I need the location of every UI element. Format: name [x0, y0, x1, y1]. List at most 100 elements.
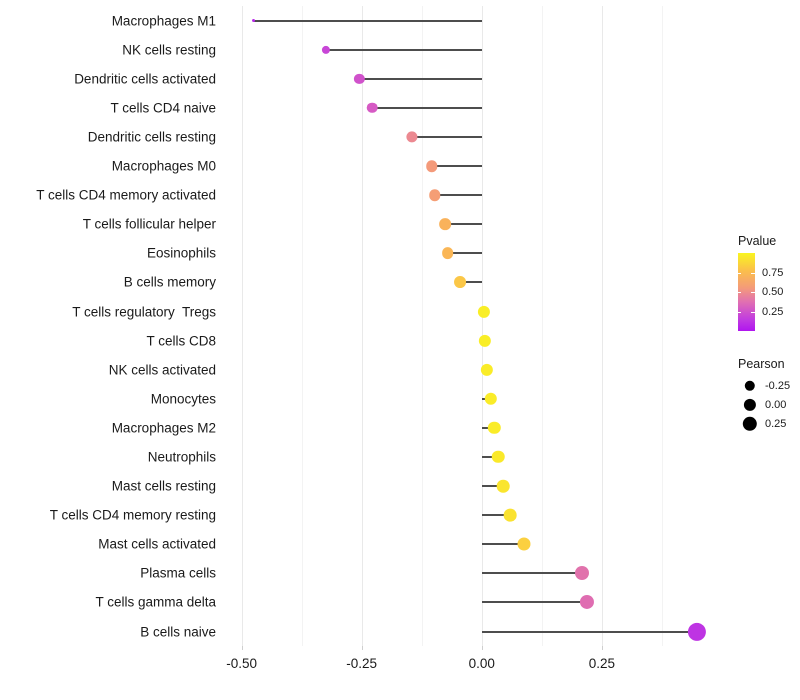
lollipop-stem	[481, 572, 582, 575]
y-axis-label: B cells memory	[123, 274, 216, 290]
y-axis-label: Macrophages M0	[111, 158, 216, 174]
lollipop-stem	[445, 223, 482, 226]
y-axis-label: Eosinophils	[146, 245, 216, 261]
lollipop-point	[687, 622, 707, 641]
lollipop-point	[484, 392, 497, 405]
size-legend: Pearson -0.25 0.00 0.25	[738, 357, 800, 433]
lollipop-stem	[481, 485, 504, 487]
y-axis-label: T cells gamma delta	[95, 594, 216, 610]
colorbar-tickmark	[751, 311, 755, 313]
x-axis-tickmark	[481, 646, 483, 650]
size-legend-dot	[744, 380, 756, 391]
lollipop-point	[517, 537, 531, 551]
lollipop-point	[477, 305, 490, 318]
size-legend-row: -0.25	[738, 376, 800, 395]
lollipop-stem	[481, 543, 525, 546]
lollipop-point	[428, 189, 441, 201]
color-legend: Pvalue 0.75 0.50 0.25	[738, 234, 800, 331]
lollipop-stem	[359, 77, 482, 80]
x-axis-tick-label: -0.25	[346, 656, 378, 671]
y-axis-label: T cells follicular helper	[82, 216, 216, 232]
gridline-major	[361, 6, 363, 646]
y-axis-label: Monocytes	[150, 391, 216, 407]
y-axis-label: T cells CD4 memory resting	[49, 507, 216, 523]
lollipop-point	[453, 276, 466, 289]
y-axis-label: Dendritic cells activated	[74, 71, 216, 87]
lollipop-stem	[459, 281, 482, 284]
lollipop-point	[367, 102, 378, 114]
lollipop-point	[406, 131, 418, 143]
y-axis-label: Mast cells resting	[111, 478, 216, 494]
size-legend-label: -0.25	[765, 379, 791, 392]
gridline-minor	[301, 6, 303, 646]
x-axis-tick-label: 0.00	[468, 656, 495, 671]
y-axis-label: T cells regulatory Tregs	[72, 304, 216, 319]
lollipop-stem	[372, 106, 482, 109]
y-axis-label: B cells naive	[140, 624, 216, 639]
lollipop-stem	[481, 426, 495, 429]
colorbar-tickmark	[751, 272, 755, 274]
colorbar-tick-label: 0.50	[762, 286, 784, 298]
y-axis-label: T cells CD4 memory activated	[36, 187, 216, 203]
gridline-minor	[541, 6, 543, 646]
size-legend-label: 0.25	[765, 417, 787, 430]
lollipop-point	[574, 566, 589, 581]
lollipop-stem	[447, 252, 482, 255]
y-axis-label: Dendritic cells resting	[87, 129, 216, 145]
gridline-minor	[421, 6, 423, 646]
y-axis-label: Plasma cells	[140, 565, 216, 581]
gridline-major	[481, 6, 483, 646]
lollipop-stem	[481, 601, 587, 604]
y-axis-label: NK cells resting	[122, 42, 216, 58]
lollipop-stem	[481, 630, 697, 633]
lollipop-stem	[325, 48, 482, 51]
lollipop-point	[478, 334, 491, 347]
y-axis-label: NK cells activated	[108, 362, 216, 378]
y-axis-label: Macrophages M2	[111, 420, 216, 436]
color-legend-title: Pvalue	[738, 234, 777, 248]
size-legend-rows: -0.25 0.00 0.25	[738, 376, 800, 433]
colorbar-wrap: 0.75 0.50 0.25	[738, 253, 794, 331]
lollipop-point	[426, 160, 438, 172]
colorbar-tickmark	[738, 292, 741, 293]
x-axis-tickmark	[361, 646, 363, 650]
size-legend-row: 0.25	[738, 414, 800, 433]
y-axis-labels: Macrophages M1 NK cells resting Dendritic …	[0, 0, 224, 700]
lollipop-stem	[253, 19, 482, 22]
lollipop-point	[503, 508, 517, 522]
colorbar-tick-label: 0.25	[762, 305, 784, 318]
gridline-major	[601, 6, 603, 646]
x-axis-tick-label: -0.50	[226, 656, 257, 671]
lollipop-point	[480, 363, 494, 376]
colorbar-tickmark	[751, 292, 755, 293]
y-axis-label: Macrophages M1	[111, 13, 216, 28]
lollipop-stem	[431, 165, 482, 167]
lollipop-point	[579, 595, 594, 610]
plot-panel	[232, 6, 722, 646]
y-axis-label: Mast cells activated	[98, 536, 216, 552]
lollipop-point	[354, 73, 365, 84]
x-axis-tickmark	[241, 646, 243, 650]
lollipop-stem	[412, 135, 482, 138]
x-axis-tick-label: 0.25	[588, 656, 616, 671]
lollipop-point	[488, 421, 501, 434]
lollipop-point	[497, 479, 510, 493]
lollipop-point	[321, 45, 330, 54]
gridline-minor	[662, 6, 663, 646]
colorbar-tickmark	[738, 272, 741, 274]
y-axis-label: T cells CD4 naive	[110, 100, 216, 116]
y-axis-label: Neutrophils	[147, 449, 216, 465]
size-legend-title: Pearson	[738, 357, 785, 371]
lollipop-stem	[434, 194, 482, 197]
lollipop-point	[251, 18, 256, 23]
colorbar-tickmark	[738, 311, 741, 313]
colorbar-gradient	[738, 253, 755, 331]
colorbar-tick-label: 0.75	[762, 266, 784, 279]
lollipop-stem	[481, 455, 499, 458]
x-axis-tickmark	[601, 646, 603, 650]
lollipop-point	[491, 450, 505, 464]
size-legend-row: 0.00	[738, 395, 800, 414]
y-axis-label: T cells CD8	[146, 333, 216, 348]
gridline-major	[241, 6, 243, 646]
